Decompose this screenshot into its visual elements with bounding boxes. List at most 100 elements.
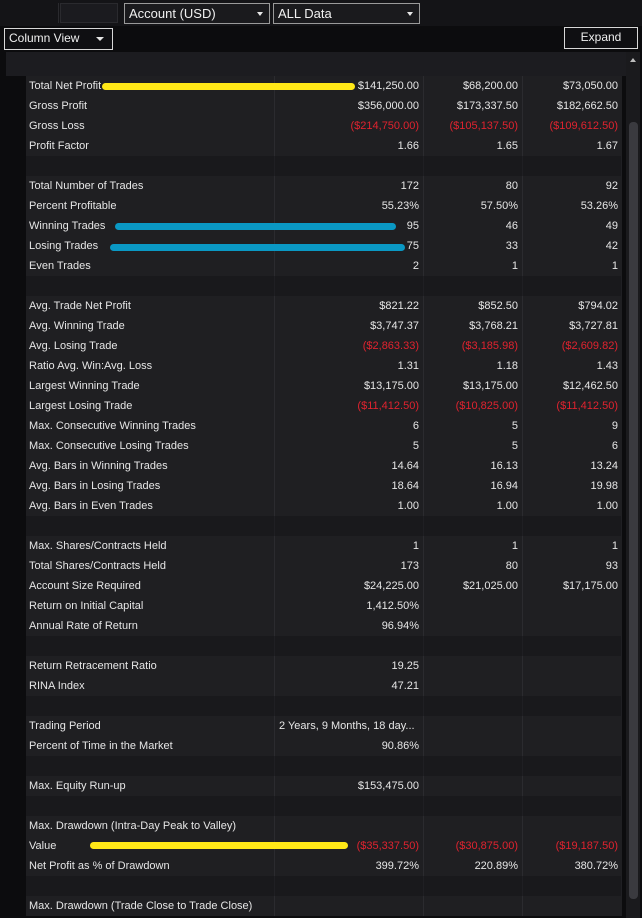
table-row[interactable]: Profit Factor 1.66 1.65 1.67 bbox=[26, 136, 622, 156]
row-value: 33 bbox=[424, 236, 523, 256]
row-value: 1.00 bbox=[424, 496, 523, 516]
table-row[interactable]: Avg. Losing Trade ($2,863.33) ($3,185.98) (… bbox=[26, 336, 622, 356]
row-value bbox=[424, 596, 523, 616]
separator-cell bbox=[424, 636, 523, 656]
data-range-dropdown[interactable]: ALL Data bbox=[273, 3, 420, 24]
row-value: 1.18 bbox=[424, 356, 523, 376]
table-row[interactable]: Max. Equity Run-up $153,475.00 bbox=[26, 776, 622, 796]
row-value: 92 bbox=[605, 180, 618, 192]
table-row[interactable]: Percent of Time in the Market 90.86% bbox=[26, 736, 622, 756]
row-value: 55.23% bbox=[275, 196, 424, 216]
table-row[interactable]: Largest Winning Trade $13,175.00 $13,175.0… bbox=[26, 376, 622, 396]
table-separator-row bbox=[26, 636, 622, 656]
row-value: ($19,187.50) bbox=[555, 840, 618, 852]
table-row[interactable]: Max. Drawdown (Intra-Day Peak to Valley) bbox=[26, 816, 622, 836]
toolbar-blank-button[interactable] bbox=[60, 3, 118, 23]
separator-cell bbox=[275, 756, 424, 776]
expand-button[interactable]: Expand bbox=[564, 27, 638, 49]
table-row[interactable]: Max. Drawdown (Trade Close to Trade Clos… bbox=[26, 896, 622, 916]
row-value: ($11,412.50) bbox=[556, 400, 618, 412]
row-value bbox=[275, 896, 424, 916]
separator-cell bbox=[275, 696, 424, 716]
table-row[interactable]: Net Profit as % of Drawdown 399.72% 220.89… bbox=[26, 856, 622, 876]
table-row[interactable]: Max. Consecutive Winning Trades 6 5 9 bbox=[26, 416, 622, 436]
row-value bbox=[424, 656, 523, 676]
separator-cell bbox=[424, 756, 523, 776]
table-row[interactable]: Max. Consecutive Losing Trades 5 5 6 bbox=[26, 436, 622, 456]
table-row[interactable]: Avg. Bars in Losing Trades 18.64 16.94 19.9… bbox=[26, 476, 622, 496]
separator-cell bbox=[523, 156, 622, 176]
table-separator-row bbox=[26, 696, 622, 716]
row-value: 1.00 bbox=[596, 500, 618, 512]
table-row[interactable]: Account Size Required $24,225.00 $21,025.0… bbox=[26, 576, 622, 596]
row-value: 80 bbox=[424, 556, 523, 576]
account-currency-dropdown[interactable]: Account (USD) bbox=[124, 3, 270, 24]
row-value: ($35,337.50) bbox=[275, 836, 424, 856]
scroll-up-arrow-icon[interactable] bbox=[630, 58, 636, 62]
table-row[interactable]: Avg. Winning Trade $3,747.37 $3,768.21 $3,7… bbox=[26, 316, 622, 336]
scrollbar-thumb[interactable] bbox=[629, 122, 638, 899]
separator-cell bbox=[26, 636, 275, 656]
row-label: Max. Consecutive Winning Trades bbox=[26, 416, 275, 436]
table-row[interactable]: Largest Losing Trade ($11,412.50) ($10,825… bbox=[26, 396, 622, 416]
row-value bbox=[523, 736, 622, 756]
table-row[interactable]: Return on Initial Capital 1,412.50% bbox=[26, 596, 622, 616]
vertical-scrollbar[interactable] bbox=[626, 52, 640, 918]
table-separator-row bbox=[26, 756, 622, 776]
row-value: 220.89% bbox=[424, 856, 523, 876]
table-row[interactable]: Winning Trades 95 46 49 bbox=[26, 216, 622, 236]
highlight-marker-cyan bbox=[115, 223, 396, 230]
table-row[interactable]: Losing Trades 75 33 42 bbox=[26, 236, 622, 256]
row-label: Percent of Time in the Market bbox=[26, 736, 275, 756]
table-row[interactable]: Total Net Profit $141,250.00 $68,200.00 $73… bbox=[26, 76, 622, 96]
row-value: $141,250.00 bbox=[275, 76, 424, 96]
row-value: 1.31 bbox=[275, 356, 424, 376]
separator-cell bbox=[26, 276, 275, 296]
row-value: 16.94 bbox=[424, 476, 523, 496]
table-row[interactable]: Total Number of Trades 172 80 92 bbox=[26, 176, 622, 196]
row-value bbox=[424, 816, 523, 836]
table-row[interactable]: Avg. Bars in Even Trades 1.00 1.00 1.00 bbox=[26, 496, 622, 516]
table-row[interactable]: Value ($35,337.50) ($30,875.00) ($19,187.50… bbox=[26, 836, 622, 856]
row-label: Max. Drawdown (Intra-Day Peak to Valley) bbox=[26, 816, 275, 836]
row-value bbox=[523, 656, 622, 676]
row-value: 5 bbox=[424, 416, 523, 436]
row-value: 5 bbox=[424, 436, 523, 456]
separator-cell bbox=[424, 876, 523, 896]
row-label: Max. Consecutive Losing Trades bbox=[26, 436, 275, 456]
table-row[interactable]: Even Trades 2 1 1 bbox=[26, 256, 622, 276]
row-value: $24,225.00 bbox=[275, 576, 424, 596]
account-currency-value: Account (USD) bbox=[129, 6, 216, 21]
table-separator-row bbox=[26, 516, 622, 536]
table-row[interactable]: Max. Shares/Contracts Held 1 1 1 bbox=[26, 536, 622, 556]
table-row[interactable]: Annual Rate of Return 96.94% bbox=[26, 616, 622, 636]
separator-cell bbox=[424, 156, 523, 176]
separator-cell bbox=[275, 156, 424, 176]
row-value: $68,200.00 bbox=[424, 76, 523, 96]
table-row[interactable]: Avg. Trade Net Profit $821.22 $852.50 $794.… bbox=[26, 296, 622, 316]
table-row[interactable]: Avg. Bars in Winning Trades 14.64 16.13 13.… bbox=[26, 456, 622, 476]
separator-cell bbox=[523, 276, 622, 296]
table-row[interactable]: Ratio Avg. Win:Avg. Loss 1.31 1.18 1.43 bbox=[26, 356, 622, 376]
view-mode-dropdown[interactable]: Column View bbox=[4, 28, 113, 50]
row-label: Gross Loss bbox=[26, 116, 275, 136]
row-value: 1.00 bbox=[275, 496, 424, 516]
row-value: 1 bbox=[424, 256, 523, 276]
table-row[interactable]: Gross Loss ($214,750.00) ($105,137.50) ($10… bbox=[26, 116, 622, 136]
row-value: ($2,609.82) bbox=[561, 340, 618, 352]
separator-cell bbox=[26, 876, 275, 896]
table-row[interactable]: Trading Period 2 Years, 9 Months, 18 day.… bbox=[26, 716, 622, 736]
row-value: 380.72% bbox=[574, 860, 618, 872]
separator-cell bbox=[523, 696, 622, 716]
table-row[interactable]: Percent Profitable 55.23% 57.50% 53.26% bbox=[26, 196, 622, 216]
row-value: 46 bbox=[424, 216, 523, 236]
table-row[interactable]: Gross Profit $356,000.00 $173,337.50 $182,6… bbox=[26, 96, 622, 116]
row-value bbox=[424, 676, 523, 696]
row-value: 2 Years, 9 Months, 18 day... bbox=[275, 716, 424, 736]
row-value bbox=[424, 896, 523, 916]
separator-cell bbox=[275, 876, 424, 896]
table-row[interactable]: RINA Index 47.21 bbox=[26, 676, 622, 696]
table-row[interactable]: Total Shares/Contracts Held 173 80 93 bbox=[26, 556, 622, 576]
table-row[interactable]: Return Retracement Ratio 19.25 bbox=[26, 656, 622, 676]
separator-cell bbox=[26, 796, 275, 816]
